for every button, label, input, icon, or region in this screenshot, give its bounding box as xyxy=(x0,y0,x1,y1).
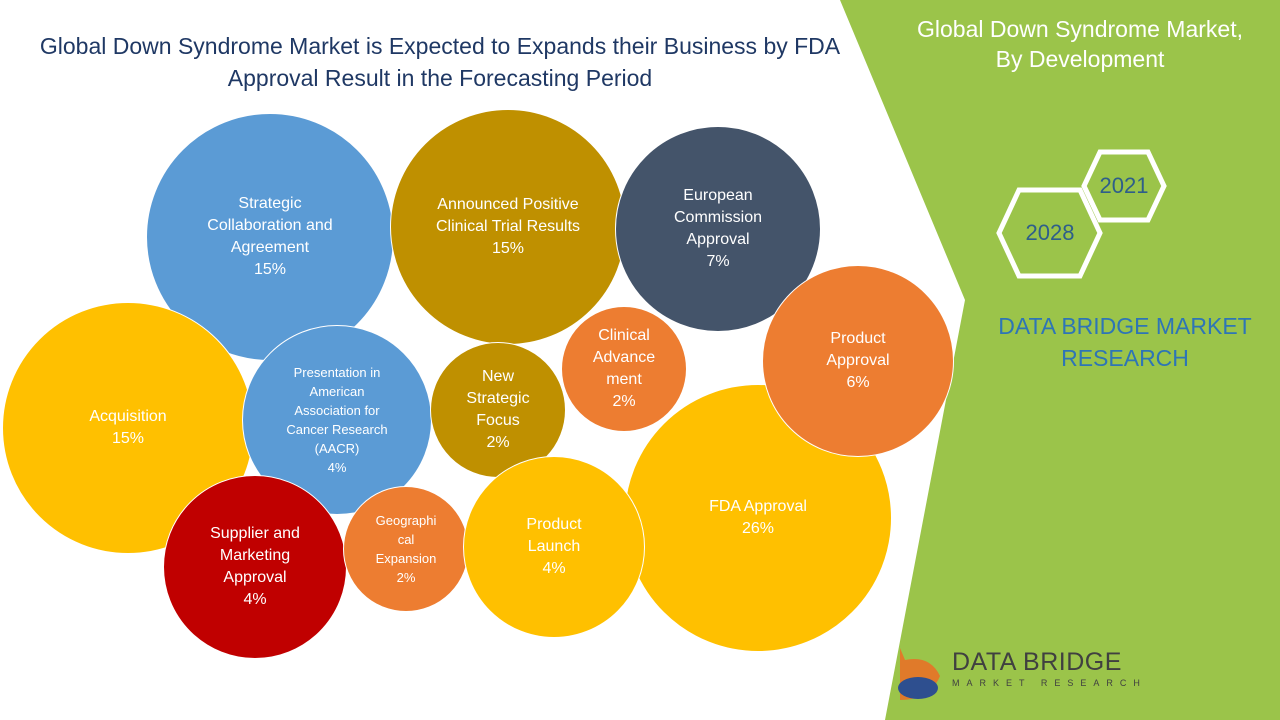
bubble-label: Announced Positive Clinical Trial Result… xyxy=(435,196,581,235)
value-label: 4% xyxy=(542,560,566,577)
bubble-text: Acquisition 15% xyxy=(2,302,254,554)
side-title: Global Down Syndrome Market, By Developm… xyxy=(917,16,1243,72)
value-label: 15% xyxy=(491,240,525,257)
brand-text: DATA BRIDGE MARKET RESEARCH xyxy=(998,313,1252,371)
value-label: 4% xyxy=(243,591,267,608)
bubble-text: Geographi cal Expansion 2% xyxy=(343,486,469,612)
value-label: 15% xyxy=(253,261,287,278)
bubble xyxy=(163,475,347,659)
logo-icon xyxy=(898,677,938,699)
bubble-text: Strategic Collaboration and Agreement 15% xyxy=(146,113,394,361)
chart-title: Global Down Syndrome Market is Expected … xyxy=(39,33,841,91)
bubble-text: FDA Approval 26% xyxy=(624,384,892,652)
value-label: 2% xyxy=(486,434,510,451)
bubble-text: Clinical Advance ment 2% xyxy=(561,306,687,432)
bubble-label: Acquisition xyxy=(89,408,167,425)
year-label: 2028 xyxy=(1025,220,1075,245)
bubble-label: New Strategic Focus xyxy=(466,368,530,429)
bubble-label: Geographi cal Expansion xyxy=(375,513,437,566)
value-label: 7% xyxy=(706,253,730,270)
bubble-label: Clinical Advance ment xyxy=(592,327,656,388)
bubble-text: Announced Positive Clinical Trial Result… xyxy=(390,109,626,345)
bubble xyxy=(561,306,687,432)
bubble-label: Product Approval xyxy=(826,330,890,369)
bubble-text: European Commission Approval 7% xyxy=(615,126,821,332)
bubble-label: Product Launch xyxy=(526,516,582,555)
bubble xyxy=(762,265,954,457)
bubble-label: FDA Approval xyxy=(709,498,807,515)
value-label: 26% xyxy=(741,520,775,537)
hexagon xyxy=(1081,149,1167,223)
value-label: 15% xyxy=(111,430,145,447)
bubble xyxy=(343,486,469,612)
bubble-label: Supplier and Marketing Approval xyxy=(210,525,300,586)
year-label: 2021 xyxy=(1099,173,1149,198)
hexagon xyxy=(996,187,1103,279)
bubble xyxy=(430,342,566,478)
bubble-label: Strategic Collaboration and Agreement xyxy=(207,195,333,256)
value-label: 2% xyxy=(612,393,636,410)
value-label: 2% xyxy=(396,570,416,585)
bubble-text: Product Approval 6% xyxy=(762,265,954,457)
bubble-text: Supplier and Marketing Approval 4% xyxy=(163,475,347,659)
side-panel xyxy=(840,0,1280,720)
bubble-text: New Strategic Focus 2% xyxy=(430,342,566,478)
bubble xyxy=(463,456,645,638)
value-label: 6% xyxy=(846,374,870,391)
logo-tagline: MARKET RESEARCH xyxy=(952,678,1147,688)
bubble-label: Presentation in American Association for… xyxy=(286,365,388,456)
bubble-text: Product Launch 4% xyxy=(463,456,645,638)
value-label: 4% xyxy=(327,460,347,475)
bubble-label: European Commission Approval xyxy=(673,187,762,248)
bubble-text: Presentation in American Association for… xyxy=(242,325,432,515)
logo-name: DATA BRIDGE xyxy=(952,648,1122,676)
